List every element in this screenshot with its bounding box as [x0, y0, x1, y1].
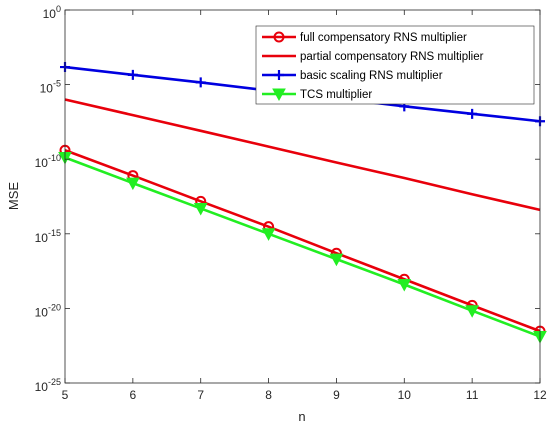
legend-entry: basic scaling RNS multiplier [262, 70, 443, 82]
y-tick-label: 10-15 [35, 228, 61, 245]
y-tick-label: 10-25 [35, 377, 61, 394]
axes-box [64, 9, 541, 384]
x-tick-label: 11 [466, 388, 479, 402]
data-point-plus [467, 108, 478, 119]
series-line [64, 98, 541, 212]
x-tick-label: 5 [62, 388, 69, 402]
legend-entry: full compensatory RNS multiplier [262, 31, 467, 44]
x-axis-title: n [298, 409, 305, 424]
y-axis: 100 10-5 10-10 10-15 10-20 10-25 [35, 4, 540, 394]
x-axis: 5 6 7 8 9 10 11 12 [62, 10, 547, 402]
data-point-triangle [465, 305, 479, 318]
data-point-triangle [329, 253, 344, 267]
x-tick-label: 9 [333, 388, 340, 402]
y-tick-label: 10-10 [35, 153, 61, 170]
data-point-plus [127, 69, 138, 80]
x-tick-label: 10 [398, 388, 412, 402]
data-point-triangle [272, 88, 286, 102]
data-point-triangle [397, 278, 412, 292]
data-point-triangle [193, 202, 208, 216]
data-point-triangle [126, 177, 140, 191]
y-tick-label: 10-5 [40, 79, 61, 96]
legend-entry: partial compensatory RNS multiplier [262, 51, 484, 63]
x-tick-label: 12 [533, 388, 547, 402]
legend-label: full compensatory RNS multiplier [300, 32, 467, 44]
legend: full compensatory RNS multiplier partial … [255, 25, 535, 105]
data-point-triangle [261, 228, 276, 241]
data-point-plus [195, 77, 206, 88]
data-point-plus [274, 70, 284, 80]
legend-label: partial compensatory RNS multiplier [300, 51, 484, 63]
x-tick-label: 6 [130, 388, 137, 402]
y-tick-label: 100 [43, 4, 61, 21]
legend-box [255, 25, 535, 105]
series-line [64, 149, 541, 333]
legend-label: basic scaling RNS multiplier [300, 70, 443, 82]
x-tick-label: 7 [197, 388, 204, 402]
y-axis-title: MSE [6, 182, 21, 211]
series-tcs-multiplier [58, 152, 547, 344]
data-point-circle [273, 31, 285, 43]
series-line [64, 156, 541, 338]
y-tick-label: 10-20 [35, 302, 61, 319]
series-partial-compensatory-rns-multiplier [64, 98, 541, 212]
legend-entry: TCS multiplier [262, 88, 372, 102]
legend-label: TCS multiplier [300, 89, 372, 101]
x-tick-label: 8 [265, 388, 272, 402]
